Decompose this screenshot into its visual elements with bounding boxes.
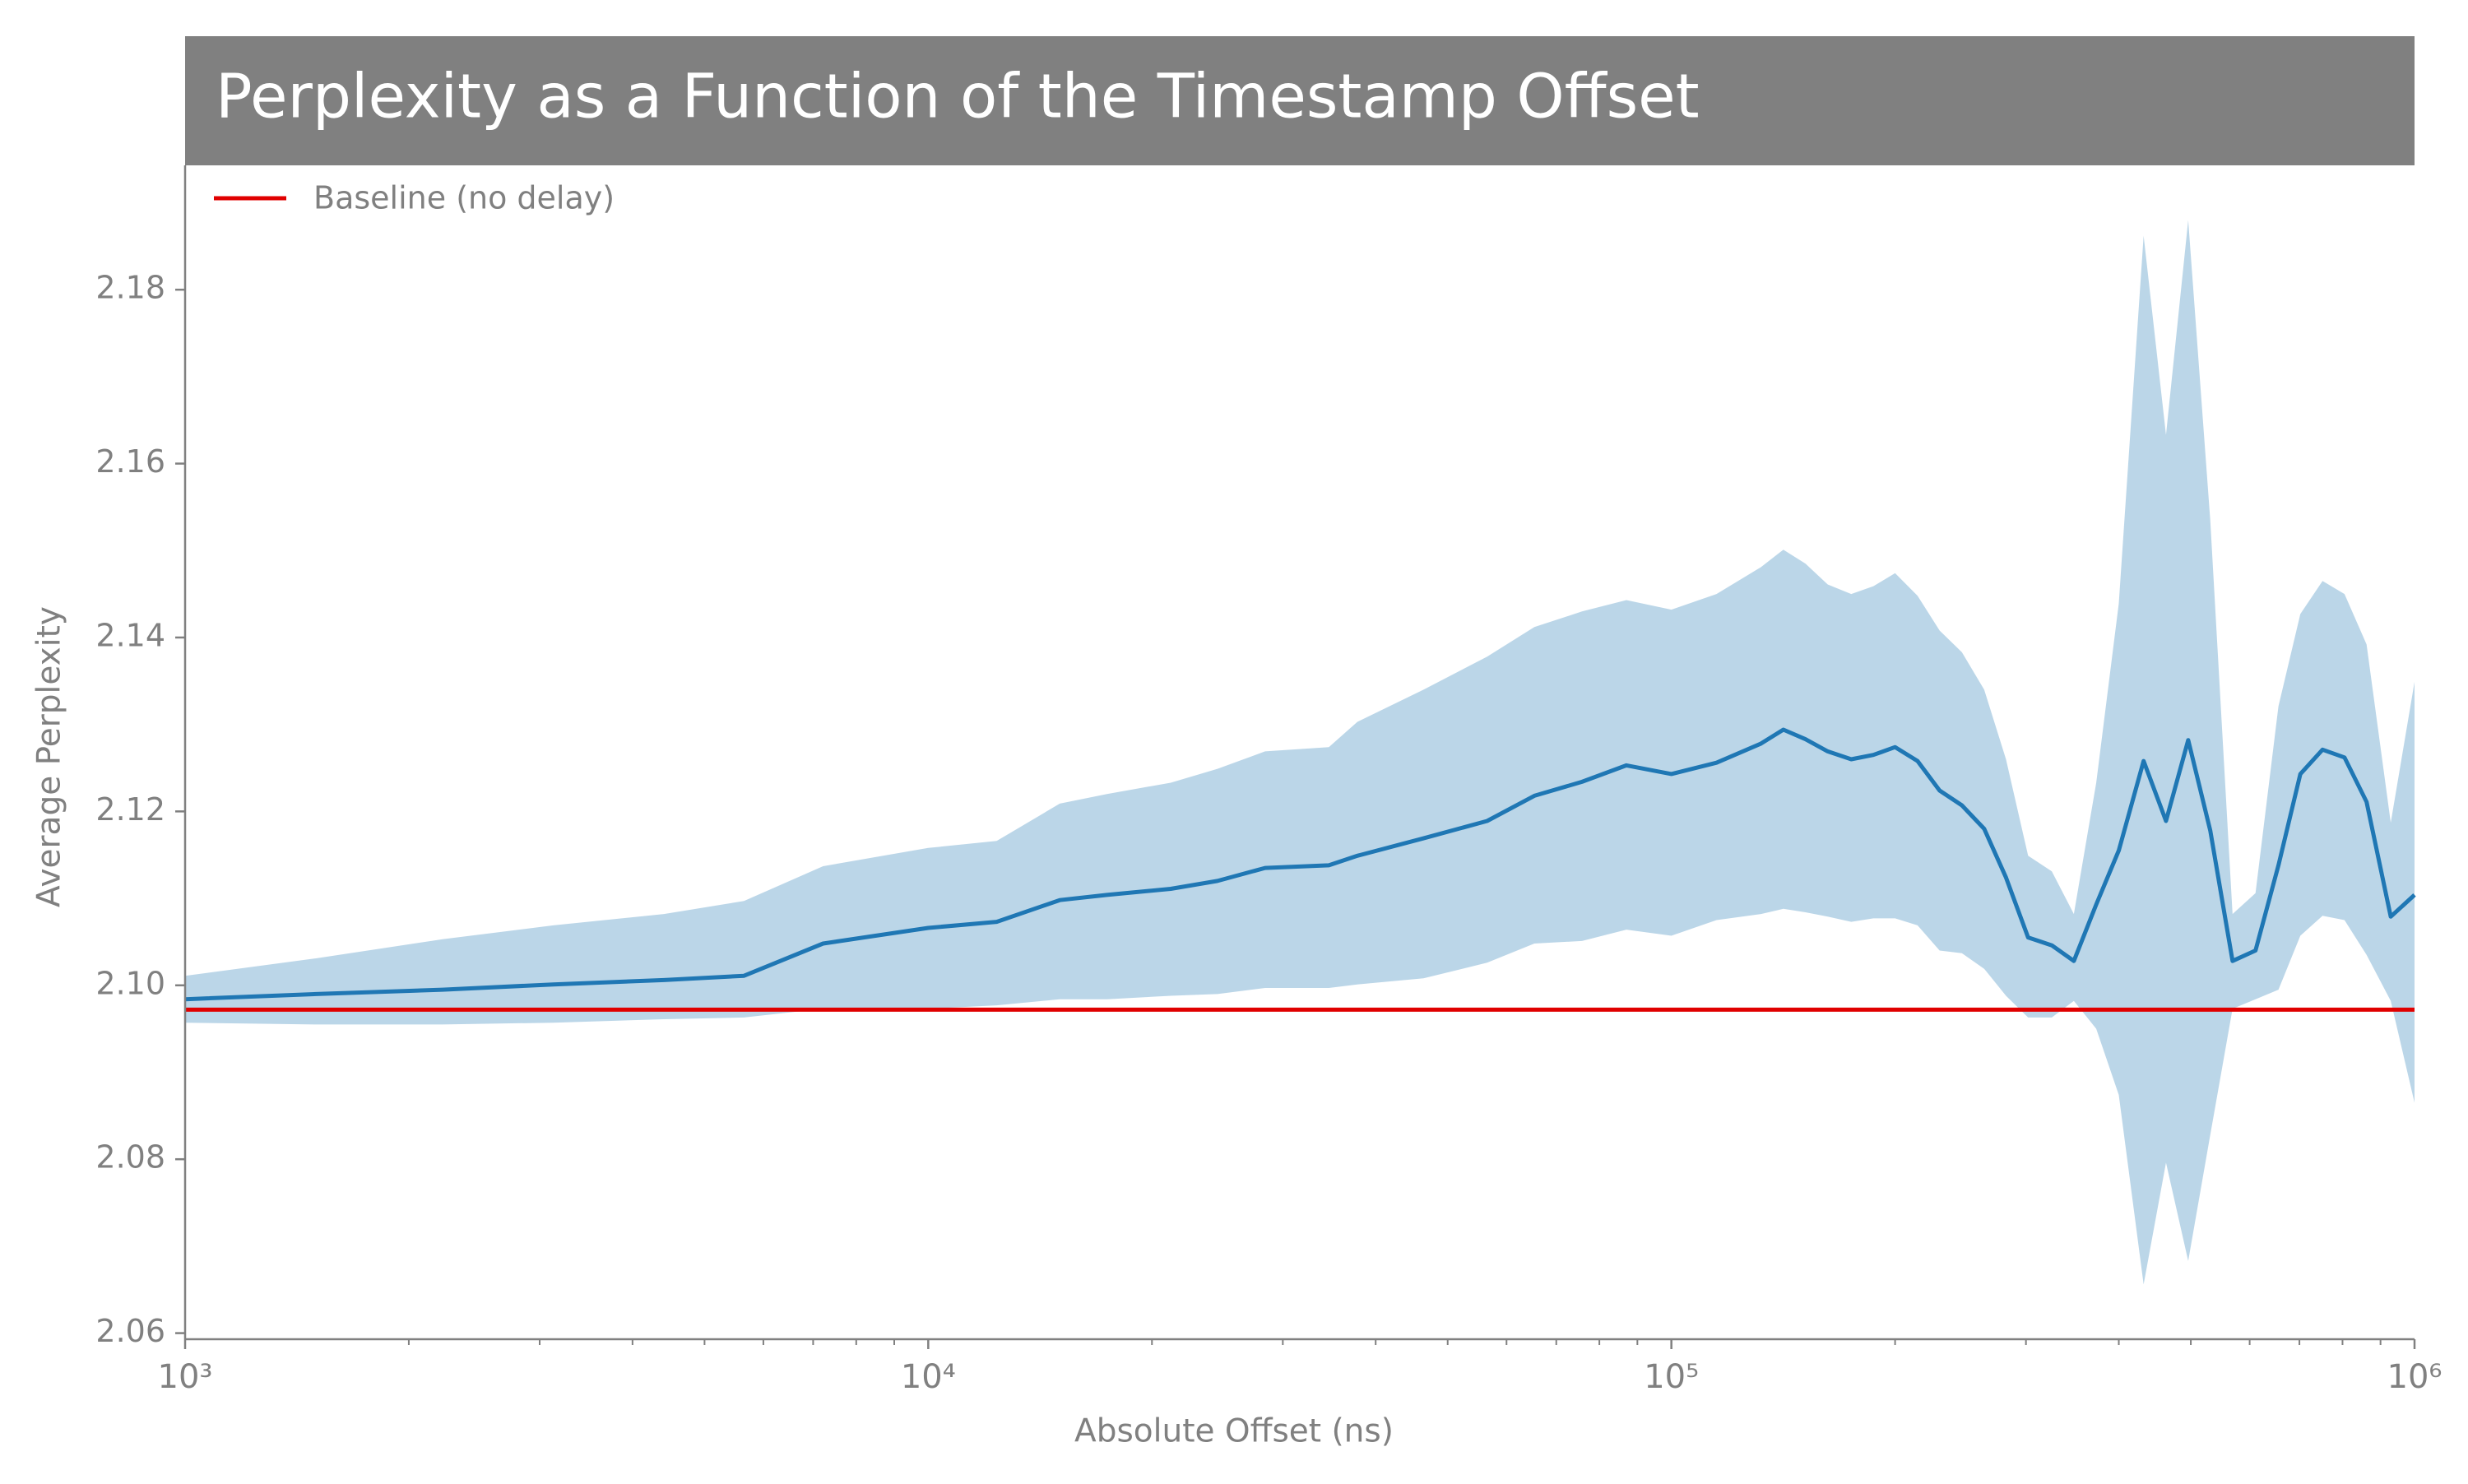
chart-title: Perplexity as a Function of the Timestam… [216,62,1700,132]
y-tick-label: 2.06 [95,1313,165,1349]
y-tick-label: 2.10 [95,965,165,1001]
mean-line [184,727,2416,1002]
x-tick-label: 10⁵ [1644,1358,1699,1396]
y-axis-label: Average Perplexity [31,606,68,907]
x-tick-label: 10⁴ [901,1358,956,1396]
x-tick-label: 10³ [158,1358,213,1396]
title-background [185,36,2415,165]
y-tick-label: 2.12 [95,791,165,828]
confidence-band [185,220,2415,1285]
y-tick-label: 2.16 [95,443,165,480]
legend-label: Baseline (no delay) [313,180,615,216]
y-tick-label: 2.18 [95,270,165,306]
y-tick-label: 2.14 [95,617,165,653]
y-tick-label: 2.08 [95,1139,165,1176]
x-tick-label: 10⁶ [2387,1358,2442,1396]
x-axis-label: Absolute Offset (ns) [1074,1413,1394,1450]
